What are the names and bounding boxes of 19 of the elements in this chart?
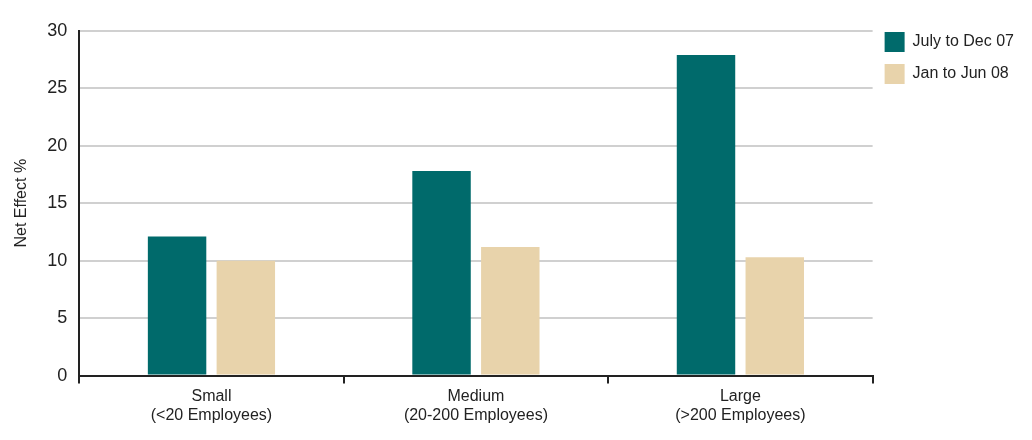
y-axis-title: Net Effect % — [12, 158, 30, 248]
bar — [481, 246, 540, 375]
x-tick-label: Large (>200 Employees) — [675, 386, 806, 423]
bar — [745, 257, 804, 375]
y-tick-label: 10 — [47, 249, 68, 270]
bar — [147, 236, 207, 375]
x-tick-label: Small (<20 Employees) — [150, 386, 273, 423]
y-tick-label: 0 — [57, 364, 68, 385]
bar — [216, 260, 276, 375]
y-tick-label: 15 — [47, 192, 68, 213]
y-tick-label: 30 — [47, 19, 68, 40]
x-tick-label: Medium (20-200 Employees) — [403, 386, 548, 423]
y-tick-label: 25 — [47, 77, 68, 98]
legend-label: Jan to Jun 08 — [912, 64, 1009, 82]
legend-label: July to Dec 07 — [912, 32, 1015, 50]
y-tick-label: 20 — [47, 134, 68, 155]
y-tick-label: 5 — [57, 307, 68, 328]
bar — [412, 171, 471, 375]
bar — [676, 54, 736, 375]
